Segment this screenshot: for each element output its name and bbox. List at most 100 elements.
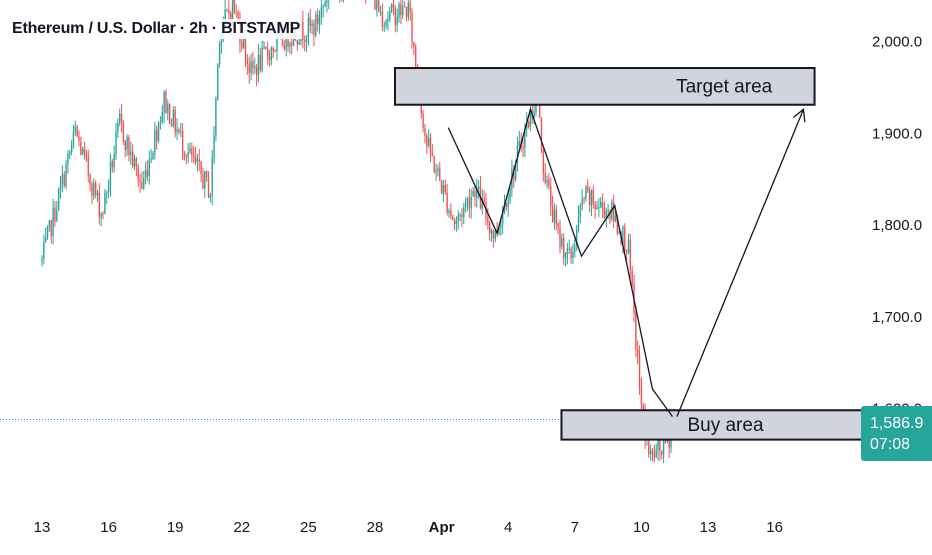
candle-body (543, 149, 544, 173)
candle-body (428, 138, 429, 146)
candle-body (298, 42, 299, 45)
candle-body (637, 349, 638, 355)
candle-body (199, 159, 200, 161)
candle-body (397, 17, 398, 25)
candle-body (411, 12, 412, 42)
candle-body (509, 190, 510, 201)
candle-body (519, 141, 520, 146)
candle-body (45, 238, 46, 242)
candle-body (474, 191, 475, 197)
candle-body (324, 3, 325, 6)
candle-body (178, 129, 179, 131)
candle-body (263, 47, 264, 48)
candle-body (210, 195, 211, 198)
candle-body (115, 132, 116, 155)
candle-body (422, 113, 423, 128)
candle-body (559, 227, 560, 246)
candle-body (469, 198, 470, 208)
candle-body (243, 39, 244, 48)
candle-body (86, 153, 87, 157)
candle-body (236, 12, 237, 13)
candle-body (656, 450, 657, 458)
candle-body (54, 208, 55, 221)
zigzag-pattern-line (448, 109, 672, 416)
candle-body (245, 39, 246, 60)
candle-body (570, 249, 571, 258)
candle-body (165, 92, 166, 113)
candle-body (395, 8, 396, 25)
candle-body (284, 45, 285, 49)
candle-body (624, 227, 625, 252)
candle-body (654, 452, 655, 457)
candle-body (587, 187, 588, 191)
candle-body (528, 121, 529, 126)
x-tick-label: 4 (504, 519, 512, 536)
candle-body (439, 169, 440, 181)
candle-body (261, 48, 262, 70)
candle-body (594, 204, 595, 209)
candle-body (145, 170, 146, 178)
chart-title: Ethereum / U.S. Dollar · 2h · BITSTAMP (10, 19, 302, 39)
candle-body (112, 161, 113, 167)
candle-body (593, 190, 594, 204)
candle-body (247, 60, 248, 65)
candle-body (596, 207, 597, 209)
candle-body (302, 22, 303, 40)
candle-body (628, 240, 629, 253)
candle-body (387, 19, 388, 21)
candle-body (452, 215, 453, 220)
candle-body (409, 3, 410, 12)
candle-body (626, 252, 627, 253)
candle-body (380, 12, 381, 13)
candle-body (187, 152, 188, 157)
candle-body (67, 154, 68, 164)
candle-body (635, 313, 636, 349)
candle-body (197, 159, 198, 161)
candle-body (249, 64, 250, 73)
candle-body (569, 249, 570, 250)
candle-body (274, 51, 275, 52)
candle-body (273, 48, 274, 51)
candle-body (315, 15, 316, 36)
candle-body (404, 6, 405, 7)
x-tick-label: 16 (766, 519, 783, 536)
candle-body (213, 135, 214, 158)
candle-body (389, 11, 390, 19)
candle-body (426, 136, 427, 146)
candle-body (226, 10, 227, 11)
candle-body (136, 158, 137, 166)
candle-body (123, 123, 124, 142)
candle-body (643, 404, 644, 409)
candle-body (631, 270, 632, 285)
x-tick-label: 13 (34, 519, 51, 536)
candle-body (250, 61, 251, 73)
candle-body (138, 167, 139, 180)
candle-body (572, 252, 573, 258)
candle-body (458, 215, 459, 221)
candle-body (169, 104, 170, 124)
candle-body (297, 40, 298, 45)
candle-body (319, 18, 320, 24)
candle-body (234, 0, 235, 12)
candle-body (552, 206, 553, 222)
candle-body (113, 154, 114, 167)
candle-body (149, 160, 150, 176)
candle-body (657, 440, 658, 450)
candle-body (500, 225, 501, 228)
candle-body (134, 158, 135, 166)
candle-body (471, 197, 472, 209)
x-tick-label: 19 (167, 519, 184, 536)
candle-body (143, 178, 144, 188)
candle-body (583, 199, 584, 200)
x-tick-label: Apr (429, 519, 455, 536)
candle-body (191, 148, 192, 156)
candle-body (384, 26, 385, 27)
candle-body (310, 18, 311, 26)
candle-body (208, 177, 209, 198)
candle-body (200, 162, 201, 175)
candle-body (182, 131, 183, 152)
candle-body (406, 7, 407, 17)
candle-body (326, 0, 327, 2)
candle-body (215, 98, 216, 135)
candle-body (323, 6, 324, 8)
